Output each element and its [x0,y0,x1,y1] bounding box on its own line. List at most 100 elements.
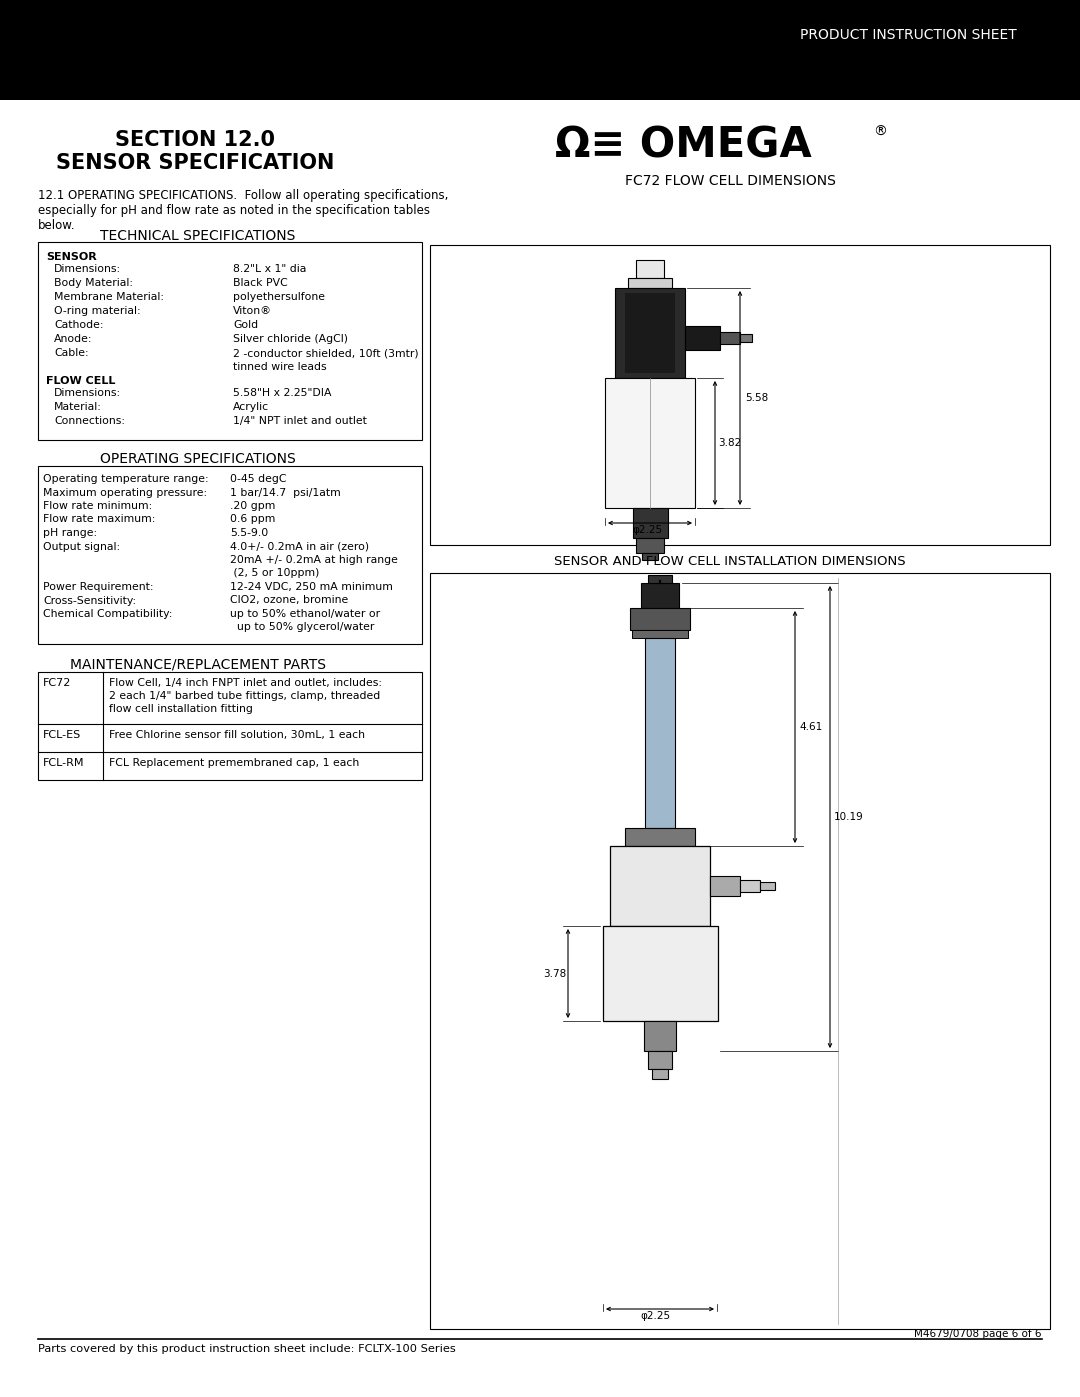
Text: FC72 FLOW CELL DIMENSIONS: FC72 FLOW CELL DIMENSIONS [624,175,836,189]
Text: 3.78: 3.78 [543,970,566,979]
Text: 4.61: 4.61 [799,722,822,732]
Text: Flow rate minimum:: Flow rate minimum: [43,502,152,511]
Text: FCL-RM: FCL-RM [43,759,84,768]
Text: Viton®: Viton® [233,306,272,316]
Text: up to 50% glycerol/water: up to 50% glycerol/water [230,623,375,633]
Text: 12.1 OPERATING SPECIFICATIONS.  Follow all operating specifications,
especially : 12.1 OPERATING SPECIFICATIONS. Follow al… [38,189,448,232]
Text: Gold: Gold [233,320,258,330]
Text: Membrane Material:: Membrane Material: [54,292,164,302]
Text: Maximum operating pressure:: Maximum operating pressure: [43,488,207,497]
Text: Ω≡ OMEGA: Ω≡ OMEGA [555,124,812,166]
Text: 2 each 1/4" barbed tube fittings, clamp, threaded: 2 each 1/4" barbed tube fittings, clamp,… [109,692,380,701]
Text: FCL Replacement premembraned cap, 1 each: FCL Replacement premembraned cap, 1 each [109,759,360,768]
Text: ®: ® [873,124,887,138]
Bar [630,608,690,630]
Bar [625,293,675,373]
Text: SECTION 12.0: SECTION 12.0 [114,130,275,149]
Text: MAINTENANCE/REPLACEMENT PARTS: MAINTENANCE/REPLACEMENT PARTS [70,658,326,672]
Text: Connections:: Connections: [54,416,125,426]
Bar [636,538,664,553]
Text: TECHNICAL SPECIFICATIONS: TECHNICAL SPECIFICATIONS [100,229,296,243]
Bar [38,672,422,780]
Text: Flow Cell, 1/4 inch FNPT inlet and outlet, includes:: Flow Cell, 1/4 inch FNPT inlet and outle… [109,678,382,687]
Text: 0-45 degC: 0-45 degC [230,474,286,483]
Bar [642,553,658,560]
Bar [633,509,669,538]
Text: OPERATING SPECIFICATIONS: OPERATING SPECIFICATIONS [100,453,296,467]
Text: 5.5-9.0: 5.5-9.0 [230,528,268,538]
Text: 1/4" NPT inlet and outlet: 1/4" NPT inlet and outlet [233,416,367,426]
Bar [38,242,422,440]
Text: SENSOR AND FLOW CELL INSTALLATION DIMENSIONS: SENSOR AND FLOW CELL INSTALLATION DIMENS… [554,555,906,569]
Text: Chemical Compatibility:: Chemical Compatibility: [43,609,173,619]
Bar [615,288,685,379]
Bar [648,1051,672,1069]
Text: (2, 5 or 10ppm): (2, 5 or 10ppm) [230,569,320,578]
Bar [605,379,696,509]
Text: Anode:: Anode: [54,334,93,344]
Text: 3.82: 3.82 [718,439,741,448]
Text: Black PVC: Black PVC [233,278,287,288]
Bar [38,467,422,644]
Text: polyethersulfone: polyethersulfone [233,292,325,302]
Bar [603,926,718,1021]
Bar [760,882,775,890]
Text: .20 gpm: .20 gpm [230,502,275,511]
Text: Parts covered by this product instruction sheet include: FCLTX-100 Series: Parts covered by this product instructio… [38,1344,456,1354]
Text: 20mA +/- 0.2mA at high range: 20mA +/- 0.2mA at high range [230,555,397,564]
Text: Body Material:: Body Material: [54,278,133,288]
Bar [430,573,1050,1329]
Bar [740,880,760,893]
Bar [642,583,679,608]
Bar [610,847,710,926]
Text: 10.19: 10.19 [834,812,864,821]
Text: Dimensions:: Dimensions: [54,264,121,274]
Text: tinned wire leads: tinned wire leads [233,362,326,372]
Bar [648,576,672,583]
Text: Free Chlorine sensor fill solution, 30mL, 1 each: Free Chlorine sensor fill solution, 30mL… [109,731,365,740]
Text: φ2.25: φ2.25 [640,1310,670,1322]
Text: φ2.25: φ2.25 [632,525,662,535]
Text: up to 50% ethanol/water or: up to 50% ethanol/water or [230,609,380,619]
Text: FCL-ES: FCL-ES [43,731,81,740]
Text: O-ring material:: O-ring material: [54,306,140,316]
Bar [644,1021,676,1051]
Text: Flow rate maximum:: Flow rate maximum: [43,514,156,524]
Text: pH range:: pH range: [43,528,97,538]
Text: 4.0+/- 0.2mA in air (zero): 4.0+/- 0.2mA in air (zero) [230,542,369,552]
Bar [652,1069,669,1078]
Text: 1 bar/14.7  psi/1atm: 1 bar/14.7 psi/1atm [230,488,341,497]
Bar [685,326,720,351]
Text: Acrylic: Acrylic [233,402,269,412]
Text: SENSOR SPECIFICATION: SENSOR SPECIFICATION [56,154,334,173]
Text: 2 -conductor shielded, 10ft (3mtr): 2 -conductor shielded, 10ft (3mtr) [233,348,419,358]
Text: flow cell installation fitting: flow cell installation fitting [109,704,253,714]
Text: Dimensions:: Dimensions: [54,388,121,398]
Text: 0.6 ppm: 0.6 ppm [230,514,275,524]
Bar [740,334,752,342]
Text: Cathode:: Cathode: [54,320,104,330]
Bar [645,638,675,828]
Text: SENSOR: SENSOR [46,251,97,263]
Text: 12-24 VDC, 250 mA minimum: 12-24 VDC, 250 mA minimum [230,583,393,592]
Text: PRODUCT INSTRUCTION SHEET: PRODUCT INSTRUCTION SHEET [800,28,1016,42]
Bar [430,244,1050,545]
Text: Operating temperature range:: Operating temperature range: [43,474,208,483]
Text: 5.58"H x 2.25"DIA: 5.58"H x 2.25"DIA [233,388,332,398]
Bar [710,876,740,895]
Bar [720,332,740,344]
Bar [632,630,688,638]
Text: 8.2"L x 1" dia: 8.2"L x 1" dia [233,264,307,274]
Text: Power Requirement:: Power Requirement: [43,583,153,592]
Text: FLOW CELL: FLOW CELL [46,376,116,386]
Text: FC72: FC72 [43,678,71,687]
Text: Output signal:: Output signal: [43,542,120,552]
Text: M4679/0708 page 6 of 6: M4679/0708 page 6 of 6 [915,1329,1042,1338]
Text: Cable:: Cable: [54,348,89,358]
Text: Silver chloride (AgCl): Silver chloride (AgCl) [233,334,348,344]
Text: Material:: Material: [54,402,102,412]
Bar [627,278,672,288]
Bar [636,260,664,278]
Bar [625,828,696,847]
Text: Cross-Sensitivity:: Cross-Sensitivity: [43,595,136,605]
